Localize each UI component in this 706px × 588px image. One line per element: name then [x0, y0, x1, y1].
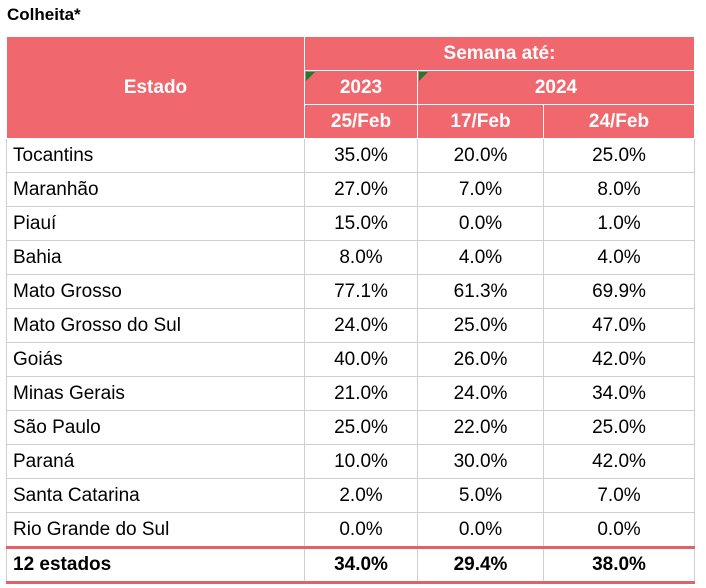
value-cell: 4.0% [417, 240, 544, 275]
table-row: Goiás 40.0% 26.0% 42.0% [6, 342, 695, 377]
value-cell: 24.0% [304, 308, 418, 343]
comment-marker-icon [419, 72, 428, 81]
value-cell: 20.0% [417, 138, 544, 173]
value-cell: 2.0% [304, 478, 418, 513]
date-header-1: 25/Feb [304, 104, 418, 139]
value-cell: 30.0% [417, 444, 544, 479]
value-cell: 8.0% [304, 240, 418, 275]
state-name: Mato Grosso [6, 274, 305, 309]
table-row: Mato Grosso do Sul 24.0% 25.0% 47.0% [6, 308, 695, 343]
year-2024-label: 2024 [534, 76, 578, 98]
state-name: Piauí [6, 206, 305, 241]
value-cell: 25.0% [304, 410, 418, 445]
value-cell: 5.0% [417, 478, 544, 513]
table-row: Santa Catarina 2.0% 5.0% 7.0% [6, 478, 695, 513]
year-2023-label: 2023 [339, 76, 383, 98]
value-cell: 0.0% [304, 512, 418, 548]
value-cell: 25.0% [543, 138, 695, 173]
value-cell: 7.0% [543, 478, 695, 513]
value-cell: 26.0% [417, 342, 544, 377]
value-cell: 0.0% [417, 512, 544, 548]
value-cell: 10.0% [304, 444, 418, 479]
state-name: Goiás [6, 342, 305, 377]
table-row: Piauí 15.0% 0.0% 1.0% [6, 206, 695, 241]
table-body: Tocantins 35.0% 20.0% 25.0% Maranhão 27.0% 7.0… [6, 138, 695, 584]
value-cell: 8.0% [543, 172, 695, 207]
harvest-table: Estado Semana até: 2023 2024 25/Feb 17/F… [6, 36, 695, 584]
estado-header: Estado [6, 36, 305, 139]
semana-header: Semana até: [304, 36, 695, 71]
value-cell: 61.3% [417, 274, 544, 309]
value-cell: 27.0% [304, 172, 418, 207]
state-name: Rio Grande do Sul [6, 512, 305, 548]
comment-marker-icon [306, 72, 315, 81]
year-2023-header: 2023 [304, 70, 418, 105]
state-name: Minas Gerais [6, 376, 305, 411]
value-cell: 4.0% [543, 240, 695, 275]
value-cell: 0.0% [543, 512, 695, 548]
table-row: Bahia 8.0% 4.0% 4.0% [6, 240, 695, 275]
value-cell: 69.9% [543, 274, 695, 309]
value-cell: 34.0% [543, 376, 695, 411]
table-row: Rio Grande do Sul 0.0% 0.0% 0.0% [6, 512, 695, 548]
value-cell: 35.0% [304, 138, 418, 173]
total-value-cell: 38.0% [543, 546, 695, 584]
value-cell: 42.0% [543, 444, 695, 479]
value-cell: 24.0% [417, 376, 544, 411]
value-cell: 47.0% [543, 308, 695, 343]
value-cell: 42.0% [543, 342, 695, 377]
table-row: São Paulo 25.0% 22.0% 25.0% [6, 410, 695, 445]
value-cell: 77.1% [304, 274, 418, 309]
table-row: Maranhão 27.0% 7.0% 8.0% [6, 172, 695, 207]
value-cell: 25.0% [543, 410, 695, 445]
value-cell: 21.0% [304, 376, 418, 411]
year-2024-header: 2024 [417, 70, 695, 105]
total-value-cell: 34.0% [304, 546, 418, 584]
total-row: 12 estados 34.0% 29.4% 38.0% [6, 546, 695, 584]
state-name: Santa Catarina [6, 478, 305, 513]
table-row: Minas Gerais 21.0% 24.0% 34.0% [6, 376, 695, 411]
date-header-3: 24/Feb [543, 104, 695, 139]
state-name: Bahia [6, 240, 305, 275]
value-cell: 7.0% [417, 172, 544, 207]
value-cell: 22.0% [417, 410, 544, 445]
state-name: Tocantins [6, 138, 305, 173]
table-title: Colheita* [7, 5, 81, 24]
total-value-cell: 29.4% [417, 546, 544, 584]
value-cell: 40.0% [304, 342, 418, 377]
table-row: Mato Grosso 77.1% 61.3% 69.9% [6, 274, 695, 309]
value-cell: 25.0% [417, 308, 544, 343]
date-header-2: 17/Feb [417, 104, 544, 139]
total-label: 12 estados [6, 546, 305, 584]
value-cell: 15.0% [304, 206, 418, 241]
state-name: São Paulo [6, 410, 305, 445]
table-row: Tocantins 35.0% 20.0% 25.0% [6, 138, 695, 173]
value-cell: 0.0% [417, 206, 544, 241]
value-cell: 1.0% [543, 206, 695, 241]
state-name: Mato Grosso do Sul [6, 308, 305, 343]
table-row: Paraná 10.0% 30.0% 42.0% [6, 444, 695, 479]
state-name: Maranhão [6, 172, 305, 207]
state-name: Paraná [6, 444, 305, 479]
